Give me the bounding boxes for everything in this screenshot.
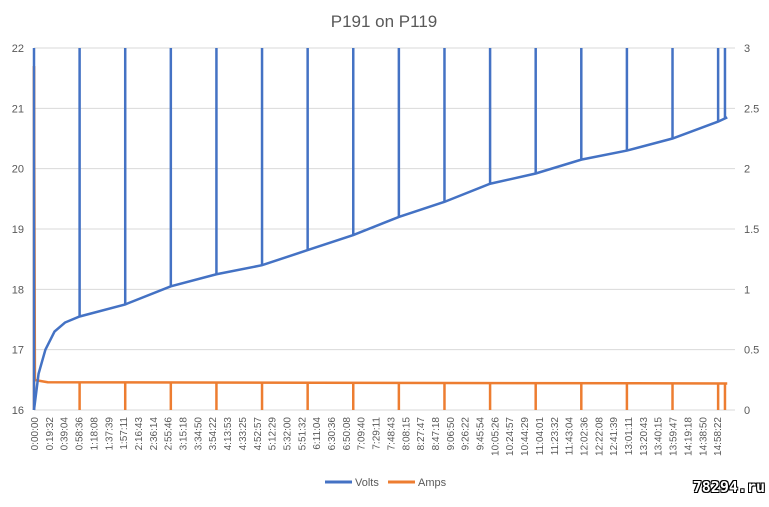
- y-tick-label: 20: [12, 164, 24, 176]
- x-tick-label: 10:24:57: [505, 417, 516, 456]
- x-tick-label: 11:04:01: [535, 417, 546, 456]
- x-tick-label: 1:57:11: [119, 417, 130, 450]
- x-tick-label: 2:16:43: [134, 417, 145, 451]
- y2-tick-label: 1: [744, 284, 750, 296]
- legend-volts-label: Volts: [355, 477, 379, 489]
- x-tick-label: 13:59:47: [669, 417, 680, 456]
- x-tick-label: 2:36:14: [149, 417, 160, 451]
- x-tick-label: 0:19:32: [45, 417, 56, 451]
- x-tick-label: 9:06:50: [446, 417, 457, 451]
- chart-title: P191 on P119: [331, 12, 438, 31]
- x-tick-label: 12:22:08: [594, 417, 605, 456]
- x-tick-label: 2:55:46: [164, 417, 175, 451]
- x-tick-label: 11:23:32: [550, 417, 561, 456]
- x-tick-label: 0:58:36: [75, 417, 86, 451]
- x-tick-label: 0:00:00: [30, 417, 41, 451]
- x-tick-label: 7:09:40: [357, 417, 368, 451]
- y2-tick-label: 2.5: [744, 103, 759, 115]
- x-tick-label: 5:51:32: [297, 417, 308, 451]
- x-tick-label: 9:45:54: [476, 417, 487, 451]
- y2-tick-label: 2: [744, 164, 750, 176]
- x-tick-label: 14:58:22: [713, 417, 724, 456]
- x-tick-label: 12:02:36: [579, 417, 590, 456]
- x-tick-label: 3:34:50: [193, 417, 204, 451]
- x-tick-label: 6:50:08: [342, 417, 353, 451]
- y2-tick-label: 1.5: [744, 224, 759, 236]
- x-tick-label: 4:52:57: [253, 417, 264, 451]
- x-tick-label: 4:13:53: [223, 417, 234, 451]
- x-tick-label: 5:32:00: [282, 417, 293, 451]
- x-tick-label: 8:08:15: [401, 417, 412, 451]
- y-tick-label: 17: [12, 345, 24, 357]
- y-tick-label: 16: [12, 405, 24, 417]
- y2-tick-label: 0.5: [744, 345, 759, 357]
- x-tick-label: 3:54:22: [208, 417, 219, 451]
- x-tick-label: 11:43:04: [565, 417, 576, 456]
- legend: Volts Amps: [325, 477, 447, 489]
- x-tick-label: 13:20:43: [639, 417, 650, 456]
- x-tick-label: 0:39:04: [60, 417, 71, 451]
- watermark: 78294.ru: [692, 478, 765, 496]
- x-tick-label: 6:11:04: [312, 417, 323, 450]
- y-tick-label: 22: [12, 43, 24, 55]
- x-tick-label: 7:48:43: [386, 417, 397, 451]
- x-tick-label: 4:33:25: [238, 417, 249, 451]
- x-tick-label: 1:18:08: [89, 417, 100, 451]
- y-tick-label: 19: [12, 224, 24, 236]
- x-tick-label: 5:12:29: [268, 417, 279, 451]
- x-tick-label: 8:47:18: [431, 417, 442, 451]
- x-tick-label: 3:15:18: [179, 417, 190, 451]
- x-tick-label: 13:01:11: [624, 417, 635, 456]
- x-tick-label: 1:37:39: [104, 417, 115, 451]
- y2-tick-label: 0: [744, 405, 750, 417]
- x-tick-label: 13:40:15: [654, 417, 665, 456]
- x-tick-label: 14:38:50: [698, 417, 709, 456]
- x-tick-label: 6:30:36: [327, 417, 338, 451]
- x-tick-label: 7:29:11: [372, 417, 383, 450]
- x-tick-label: 9:26:22: [461, 417, 472, 451]
- x-tick-label: 8:27:47: [416, 417, 427, 451]
- y-tick-label: 18: [12, 284, 24, 296]
- y-tick-label: 21: [12, 103, 24, 115]
- x-tick-label: 12:41:39: [609, 417, 620, 456]
- legend-amps-label: Amps: [418, 477, 447, 489]
- x-tick-label: 10:05:26: [490, 417, 501, 456]
- y2-tick-label: 3: [744, 43, 750, 55]
- x-tick-label: 14:19:18: [683, 417, 694, 456]
- x-tick-label: 10:44:29: [520, 417, 531, 456]
- volts-line: [32, 116, 728, 411]
